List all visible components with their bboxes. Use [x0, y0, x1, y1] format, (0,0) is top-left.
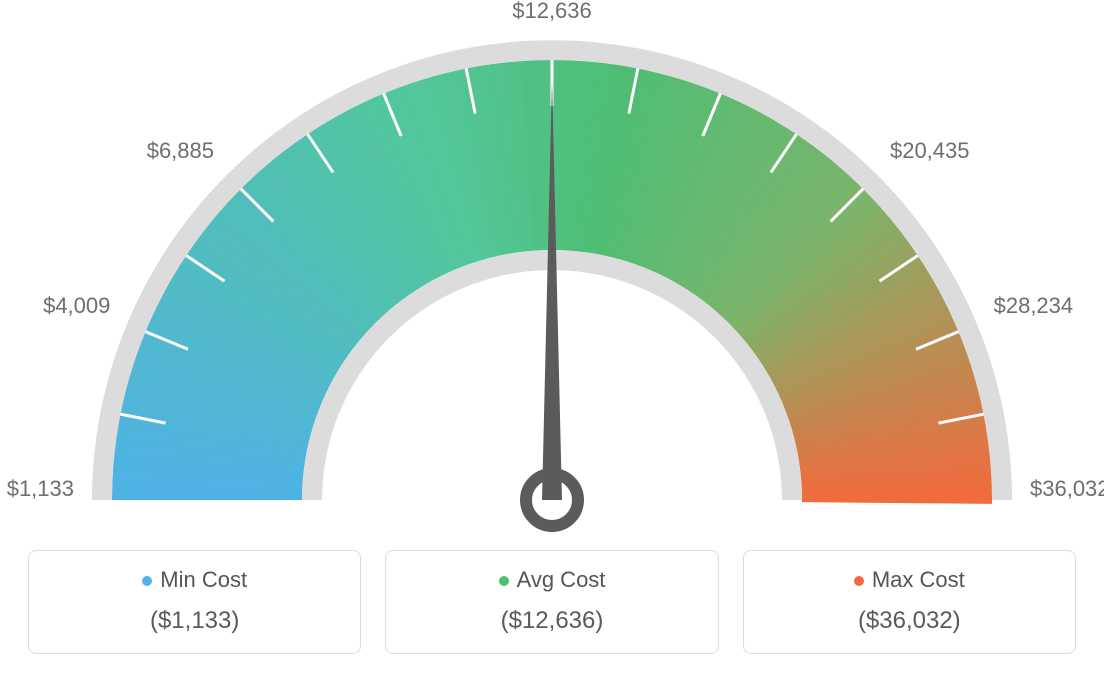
gauge-tick-label: $20,435: [890, 138, 970, 164]
gauge-tick-label: $12,636: [507, 0, 597, 24]
legend-row: Min Cost ($1,133) Avg Cost ($12,636) Max Cos…: [0, 550, 1104, 654]
legend-card: Max Cost ($36,032): [743, 550, 1076, 654]
legend-dot-icon: [499, 576, 509, 586]
legend-title: Min Cost: [39, 567, 350, 593]
legend-title-text: Max Cost: [872, 567, 965, 592]
legend-card: Min Cost ($1,133): [28, 550, 361, 654]
legend-value: ($36,032): [754, 607, 1065, 635]
legend-title: Avg Cost: [396, 567, 707, 593]
gauge-tick-label: $6,885: [124, 138, 214, 164]
legend-title: Max Cost: [754, 567, 1065, 593]
legend-title-text: Avg Cost: [517, 567, 606, 592]
gauge-tick-label: $4,009: [20, 293, 110, 319]
legend-value: ($12,636): [396, 607, 707, 635]
gauge-tick-label: $28,234: [994, 293, 1074, 319]
gauge-chart: $1,133 $4,009 $6,885 $12,636 $20,435 $28,234 $…: [0, 0, 1104, 540]
legend-value: ($1,133): [39, 607, 350, 635]
gauge-svg: [0, 0, 1104, 540]
gauge-tick-label: $1,133: [0, 476, 74, 502]
gauge-tick-label: $36,032: [1030, 476, 1104, 502]
legend-card: Avg Cost ($12,636): [385, 550, 718, 654]
legend-title-text: Min Cost: [160, 567, 247, 592]
legend-dot-icon: [142, 576, 152, 586]
legend-dot-icon: [854, 576, 864, 586]
